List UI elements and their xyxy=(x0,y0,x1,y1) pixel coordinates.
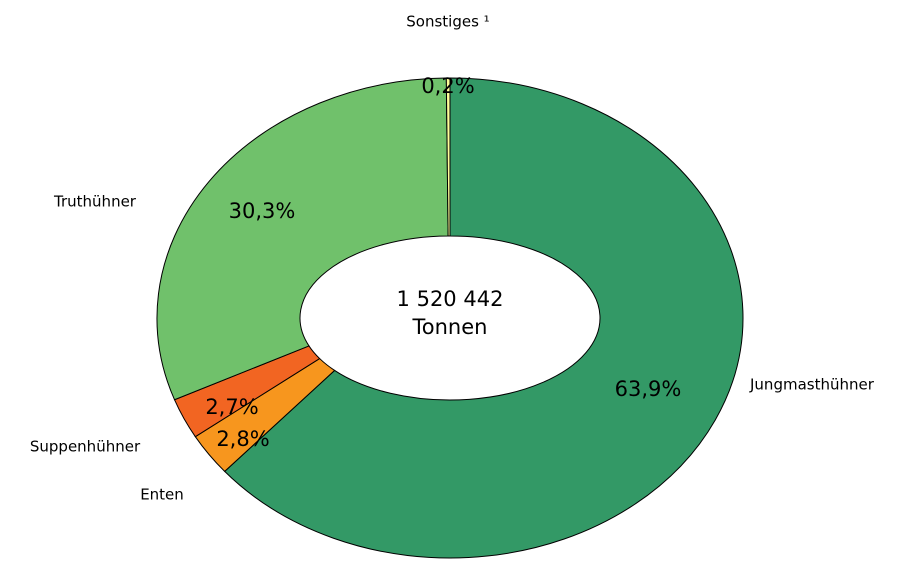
category-label: Sonstiges ¹ xyxy=(406,13,489,31)
center-label: Tonnen xyxy=(412,315,488,339)
category-label: Truthühner xyxy=(53,193,137,211)
value-label: 0,2% xyxy=(421,74,474,98)
value-label: 2,7% xyxy=(205,395,258,419)
slice xyxy=(223,77,744,559)
category-label: Suppenhühner xyxy=(30,438,141,456)
value-label: 2,8% xyxy=(216,427,269,451)
category-label: Jungmasthühner xyxy=(749,376,875,394)
value-label: 63,9% xyxy=(615,377,682,401)
slice xyxy=(156,77,449,401)
center-label: 1 520 442 xyxy=(397,287,504,311)
slice xyxy=(445,77,451,237)
value-label: 30,3% xyxy=(229,199,296,223)
category-label: Enten xyxy=(140,486,184,504)
